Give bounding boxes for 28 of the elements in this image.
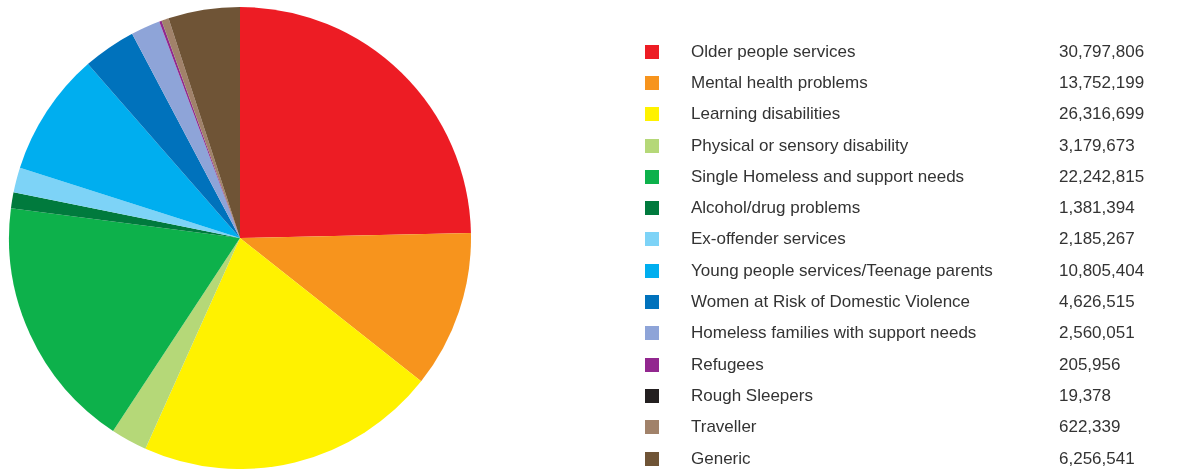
legend-label: Traveller [691, 417, 758, 438]
data-label: 6,256,541 [1059, 448, 1135, 469]
legend-label: Single Homeless and support needs [691, 166, 966, 187]
data-label: 3,179,673 [1059, 135, 1135, 156]
data-label: 1,381,394 [1059, 198, 1135, 219]
legend-label: Women at Risk of Domestic Violence [691, 292, 972, 313]
legend-label: Homeless families with support needs [691, 323, 978, 344]
legend-label: Ex-offender services [691, 229, 847, 250]
legend-label: Young people services/Teenage parents [691, 260, 994, 281]
data-label: 22,242,815 [1059, 166, 1145, 187]
legend-label: Older people services [691, 41, 857, 62]
data-label: 19,378 [1059, 385, 1111, 406]
legend-label: Learning disabilities [691, 104, 842, 125]
data-label: 26,316,699 [1059, 104, 1145, 125]
data-label: 30,797,806 [1059, 41, 1145, 62]
data-label: 622,339 [1059, 417, 1121, 438]
legend-label: Physical or sensory disability [691, 135, 910, 156]
legend-label: Refugees [691, 354, 765, 375]
data-label: 2,185,267 [1059, 229, 1135, 250]
data-label: 4,626,515 [1059, 292, 1135, 313]
data-label: 13,752,199 [1059, 72, 1145, 93]
data-label: 10,805,404 [1059, 260, 1145, 281]
data-label: 2,560,051 [1059, 323, 1135, 344]
legend-label: Alcohol/drug problems [691, 198, 862, 219]
legend-label: Rough Sleepers [691, 385, 814, 406]
legend-label: Generic [691, 448, 752, 469]
legend-label: Mental health problems [691, 72, 869, 93]
data-label: 205,956 [1059, 354, 1121, 375]
